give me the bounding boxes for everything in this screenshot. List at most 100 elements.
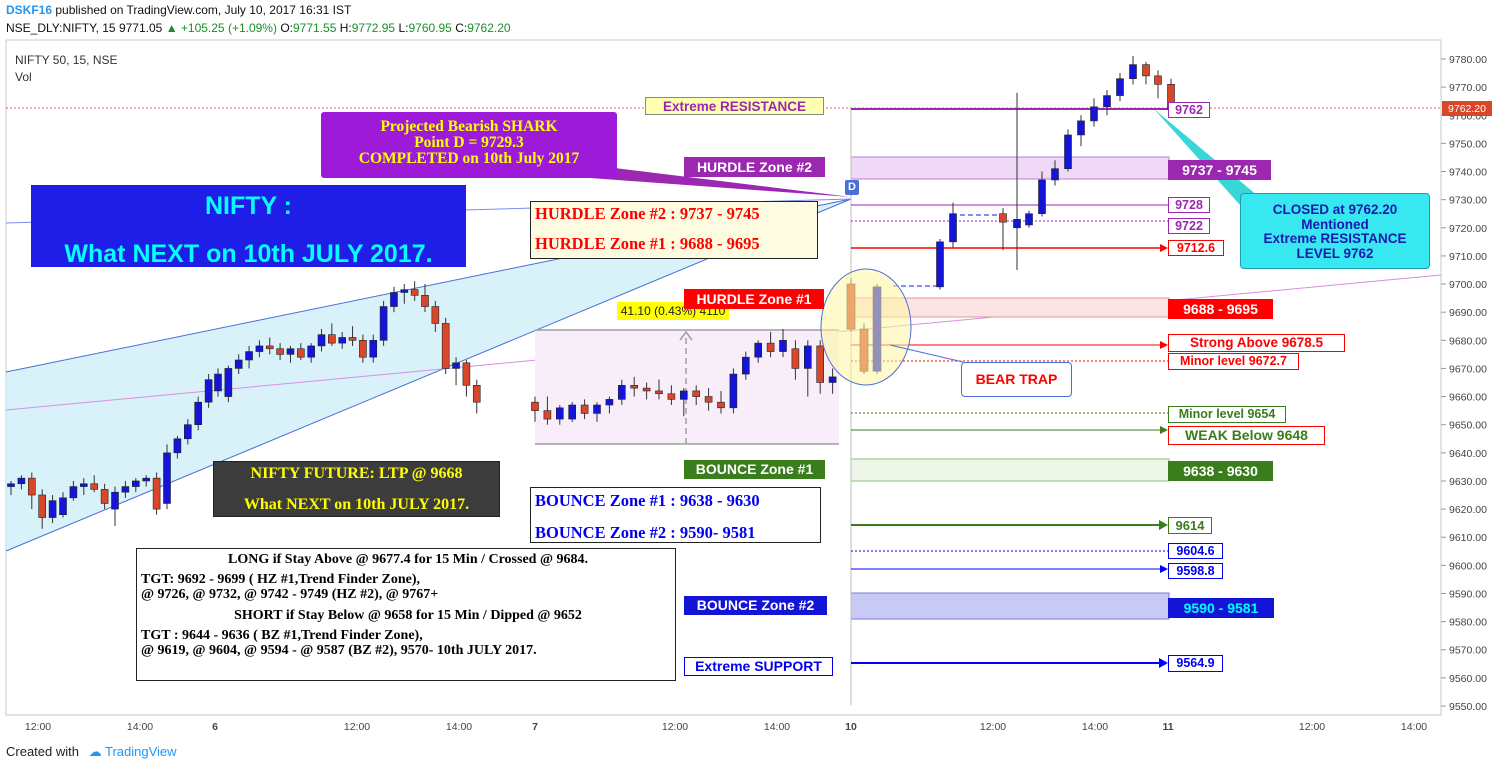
bear-trap-pointer	[889, 344, 964, 363]
bounce-summary-box: BOUNCE Zone #1 : 9638 - 9630 BOUNCE Zone…	[530, 487, 821, 543]
footer: Created with ☁ TradingView	[6, 744, 177, 760]
time-tick-label: 12:00	[344, 721, 370, 733]
candle-up	[729, 373, 738, 409]
candle-up	[286, 348, 295, 355]
candle-down	[431, 306, 440, 324]
candle-up	[307, 345, 315, 358]
time-tick-label: 7	[532, 721, 538, 733]
candle-up	[555, 407, 564, 420]
candle-up	[803, 345, 812, 369]
time-axis[interactable]: 12:00 14:00 6 12:00 14:00 7 12:00 14:00 10 12:00 1…	[25, 721, 1427, 733]
bear-trap-ellipse	[820, 268, 912, 386]
candle-up	[1129, 64, 1137, 79]
candle-up	[338, 337, 347, 344]
title-box: NIFTY : What NEXT on 10th JULY 2017.	[31, 185, 466, 268]
level-9737-9745-label: 9737 - 9745	[1168, 160, 1271, 180]
candle-down	[816, 345, 825, 383]
candle-down	[348, 337, 357, 341]
tradingview-logo-icon: ☁	[88, 744, 102, 759]
minor-9672-label: Minor level 9672.7	[1168, 353, 1299, 370]
open-label: O:	[280, 21, 293, 35]
candle-up	[679, 390, 688, 400]
close-label: C:	[455, 21, 468, 35]
level-9590-9581-label: 9590 - 9581	[1168, 598, 1274, 618]
extreme-support-arrow	[1159, 658, 1168, 668]
price-tick-label: 9600.00	[1449, 560, 1487, 572]
high-value: 9772.95	[351, 21, 396, 35]
open-value: 9771.55	[292, 21, 337, 35]
candle-up	[69, 486, 78, 499]
shark-line-1: Projected Bearish SHARK	[380, 118, 558, 135]
level-9712-arrow	[1160, 244, 1168, 252]
time-tick-label: 14:00	[1082, 721, 1108, 733]
point-d-marker[interactable]: D	[845, 180, 859, 195]
time-tick-label: 14:00	[446, 721, 472, 733]
candle-up	[214, 373, 222, 392]
candle-down	[543, 410, 552, 420]
candle-down	[410, 289, 419, 296]
level-9722-label: 9722	[1168, 218, 1210, 234]
candle-up	[1090, 106, 1098, 122]
strong-above-label: Strong Above 9678.5	[1168, 334, 1345, 352]
candle-up	[1103, 95, 1111, 108]
candle-up	[828, 376, 837, 383]
extreme-resistance-label: Extreme RESISTANCE	[645, 97, 824, 115]
candle-up	[452, 362, 460, 369]
candle-down	[90, 483, 98, 490]
candle-down	[630, 385, 639, 389]
title-line-2: What NEXT on 10th JULY 2017.	[64, 240, 433, 268]
footer-created: Created with	[6, 744, 79, 759]
extreme-support-label: Extreme SUPPORT	[684, 657, 833, 676]
price-tick-label: 9670.00	[1449, 363, 1487, 375]
measure-arrow	[679, 330, 693, 341]
time-tick-label: 12:00	[25, 721, 51, 733]
candle-down	[265, 345, 274, 350]
price-tick-label: 9690.00	[1449, 307, 1487, 319]
price-tick-label: 9560.00	[1449, 673, 1487, 685]
strategy-short-tgt-2: @ 9619, @ 9604, @ 9594 - @ 9587 (BZ #2),…	[141, 643, 537, 658]
candle-up	[224, 368, 233, 397]
level-9614-label: 9614	[1168, 517, 1212, 534]
bounce-summary-line-1: BOUNCE Zone #1 : 9638 - 9630	[535, 491, 760, 510]
time-tick-label: 14:00	[1401, 721, 1427, 733]
candle-up	[1051, 168, 1059, 181]
future-line-1: NIFTY FUTURE: LTP @ 9668	[250, 465, 463, 482]
close-value: 9762.20	[467, 21, 511, 35]
title-line-1: NIFTY :	[204, 192, 293, 220]
price-tick-label: 9630.00	[1449, 476, 1487, 488]
time-tick-label: 12:00	[662, 721, 688, 733]
shark-pointer	[590, 165, 851, 197]
candle-down	[328, 334, 336, 344]
publish-info: published on TradingView.com, July 10, 2…	[55, 3, 352, 17]
candle-up	[173, 438, 182, 454]
price-tick-label: 9640.00	[1449, 448, 1487, 460]
candle-down	[1142, 64, 1150, 77]
author-link[interactable]: DSKF16	[6, 3, 53, 17]
weak-below-label: WEAK Below 9648	[1168, 426, 1325, 445]
price-tick-label: 9780.00	[1449, 54, 1487, 66]
candle-down	[1154, 75, 1162, 85]
candle-up	[1077, 120, 1085, 136]
price-axis[interactable]: 9550.00 9560.00 9570.00 9580.00 9590.00 9600.…	[1441, 54, 1487, 713]
candle-down	[100, 489, 109, 504]
candle-down	[359, 340, 367, 358]
closed-pointer	[1154, 109, 1258, 205]
level-9604-label: 9604.6	[1168, 543, 1223, 559]
price-tick-label: 9610.00	[1449, 532, 1487, 544]
time-tick-label: 14:00	[764, 721, 790, 733]
bounce-zone-2-band	[850, 592, 1170, 620]
closed-line-2: Mentioned	[1301, 216, 1369, 232]
strategy-short-tgt-1: TGT : 9644 - 9636 ( BZ #1,Trend Finder Z…	[141, 628, 423, 643]
weak-below-arrow	[1160, 426, 1168, 434]
candle-up	[111, 491, 119, 510]
candle-up	[142, 477, 150, 482]
time-tick-label: 12:00	[980, 721, 1006, 733]
candle-up	[605, 399, 614, 406]
strategy-short: SHORT if Stay Below @ 9658 for 15 Min / …	[234, 608, 582, 623]
time-tick-label: 10	[845, 721, 857, 733]
closed-box: CLOSED at 9762.20 Mentioned Extreme RESI…	[1240, 193, 1430, 269]
price-tick-label: 9580.00	[1449, 617, 1487, 629]
strategy-long-tgt-2: @ 9726, @ 9732, @ 9742 - 9749 (HZ #2), @…	[141, 587, 439, 602]
tradingview-link[interactable]: TradingView	[105, 744, 177, 759]
shark-box: Projected Bearish SHARK Point D = 9729.3…	[321, 112, 617, 178]
